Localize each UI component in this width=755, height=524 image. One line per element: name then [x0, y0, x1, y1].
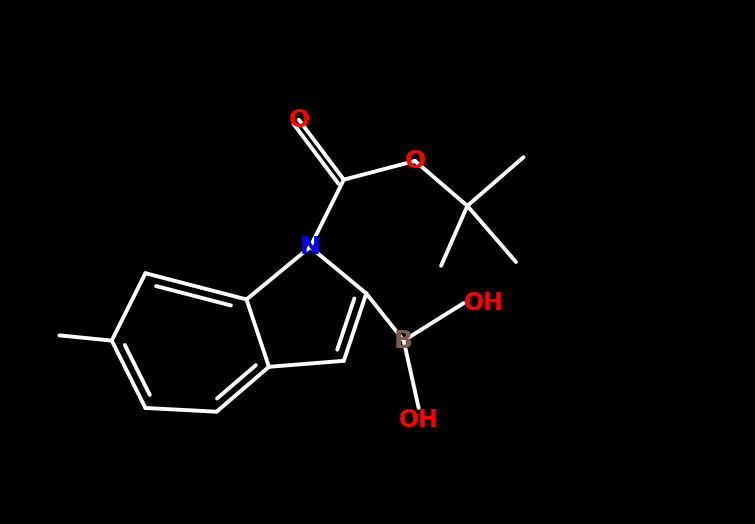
Text: OH: OH: [464, 291, 504, 315]
Text: O: O: [288, 108, 310, 132]
Text: OH: OH: [399, 408, 439, 432]
Text: O: O: [405, 149, 426, 173]
Text: N: N: [300, 235, 321, 259]
Text: B: B: [394, 329, 413, 353]
